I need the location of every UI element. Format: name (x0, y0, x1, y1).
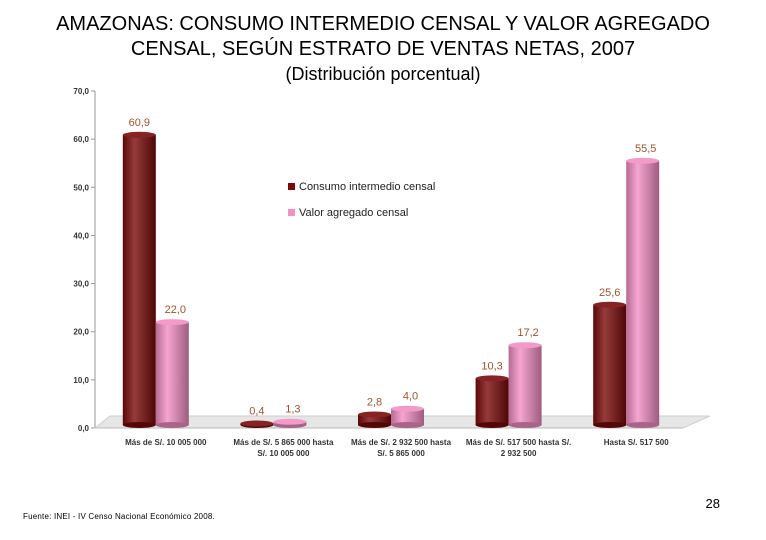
data-label: 1,3 (285, 404, 300, 416)
bar-consumo (122, 134, 156, 425)
y-tick-label: 50,0 (73, 183, 89, 192)
y-tick-label: 40,0 (73, 231, 89, 240)
source-note: Fuente: INEI - IV Censo Nacional Económi… (23, 512, 215, 521)
bar-top (240, 420, 274, 427)
legend-label: Consumo intermedio censal (299, 181, 435, 193)
x-tick-label: Más de S/. 5 865 000 hasta (233, 438, 334, 447)
legend-label: Valor agregado censal (299, 207, 408, 219)
data-label: 0,4 (249, 406, 264, 418)
bar-valor (626, 160, 660, 426)
bar-valor (508, 345, 542, 425)
y-tick-label: 0,0 (78, 424, 90, 433)
bar-valor (155, 322, 189, 425)
bar-top (508, 342, 542, 349)
bar-base (155, 422, 189, 428)
bar-base (391, 422, 424, 428)
bar-consumo (358, 414, 391, 425)
data-label: 55,5 (635, 143, 656, 155)
x-tick-label: S/. 10 005 000 (257, 449, 310, 458)
data-label: 17,2 (517, 327, 538, 339)
bar-top (391, 405, 424, 412)
legend-swatch-valor (288, 209, 295, 216)
x-tick-label: S/. 5 865 000 (377, 449, 425, 458)
chart-title: AMAZONAS: CONSUMO INTERMEDIO CENSAL Y VA… (0, 12, 766, 87)
title-line-1: AMAZONAS: CONSUMO INTERMEDIO CENSAL Y VA… (56, 13, 710, 35)
bar-top (626, 157, 660, 164)
y-tick-label: 30,0 (73, 280, 89, 289)
bar-top (122, 131, 156, 138)
x-tick-label: Más de S/. 2 932 500 hasta (351, 438, 452, 447)
bar-base (626, 422, 660, 428)
data-label: 60,9 (129, 117, 150, 129)
data-label: 25,6 (599, 287, 620, 299)
y-tick-label: 70,0 (73, 87, 89, 96)
chart-subtitle: (Distribución porcentual) (285, 64, 481, 84)
bar-base (122, 422, 156, 428)
x-tick-label: Más de S/. 517 500 hasta S/. (466, 438, 571, 447)
bar-base (475, 422, 509, 428)
bar-valor (391, 408, 424, 425)
bar-base (593, 422, 627, 428)
data-label: 4,0 (403, 391, 418, 403)
data-label: 2,8 (367, 397, 382, 409)
data-label: 10,3 (481, 360, 502, 372)
bar-top (155, 319, 189, 326)
page-number: 28 (705, 496, 720, 511)
x-tick-label: Hasta S/. 517 500 (604, 438, 669, 447)
bar-top (593, 301, 627, 308)
x-tick-label: 2 932 500 (501, 449, 537, 458)
bar-top (475, 375, 509, 382)
legend-swatch-consumo (288, 183, 295, 190)
y-tick-label: 60,0 (73, 135, 89, 144)
bar-top (358, 411, 391, 418)
bar-consumo (475, 378, 509, 425)
y-tick-label: 10,0 (73, 376, 89, 385)
y-tick-label: 20,0 (73, 328, 89, 337)
title-line-2: CENSAL, SEGÚN ESTRATO DE VENTAS NETAS, 2… (130, 38, 636, 60)
data-label: 22,0 (165, 304, 186, 316)
bar-base (358, 422, 391, 428)
bar-consumo (593, 304, 627, 425)
bar-top (273, 418, 307, 425)
x-tick-label: Más de S/. 10 005 000 (125, 438, 207, 447)
bar-base (508, 422, 542, 428)
